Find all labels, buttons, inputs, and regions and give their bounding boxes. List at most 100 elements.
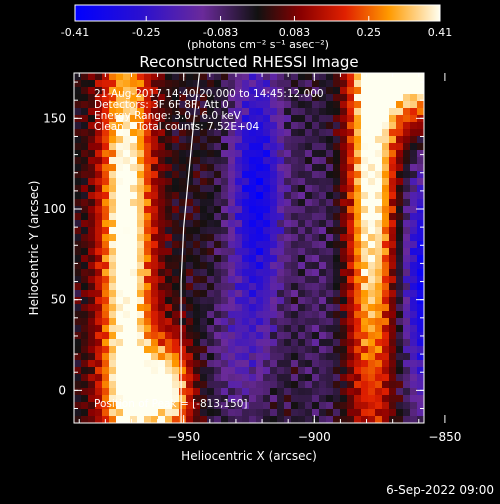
heatmap-cell (410, 234, 418, 242)
heatmap-cell (277, 283, 285, 291)
heatmap-cell (179, 136, 187, 144)
heatmap-cell (81, 157, 89, 165)
heatmap-cell (291, 143, 299, 151)
heatmap-cell (382, 227, 390, 235)
heatmap-cell (319, 283, 327, 291)
heatmap-cell (116, 248, 124, 256)
heatmap-cell (410, 353, 418, 361)
heatmap-cell (228, 115, 236, 123)
heatmap-cell (361, 87, 369, 95)
heatmap-cell (74, 409, 82, 417)
heatmap-cell (235, 388, 243, 396)
heatmap-cell (186, 304, 194, 312)
heatmap-cell (151, 192, 159, 200)
heatmap-cell (172, 227, 180, 235)
heatmap-cell (172, 143, 180, 151)
annotation-energy: Energy Range: 3.0 - 6.0 keV (94, 110, 242, 122)
heatmap-cell (144, 381, 152, 389)
heatmap-cell (361, 374, 369, 382)
heatmap-cell (389, 269, 397, 277)
heatmap-cell (340, 304, 348, 312)
heatmap-cell (123, 94, 131, 102)
heatmap-cell (102, 290, 110, 298)
heatmap-cell (235, 409, 243, 417)
heatmap-cell (333, 227, 341, 235)
heatmap-cell (333, 304, 341, 312)
heatmap-cell (368, 304, 376, 312)
heatmap-cell (130, 339, 138, 347)
heatmap-cell (158, 269, 166, 277)
heatmap-cell (193, 129, 201, 137)
heatmap-cell (347, 297, 355, 305)
heatmap-cell (298, 101, 306, 109)
heatmap-cell (207, 381, 215, 389)
heatmap-cell (256, 185, 264, 193)
heatmap-cell (165, 129, 173, 137)
heatmap-cell (410, 402, 418, 410)
heatmap-cell (277, 269, 285, 277)
heatmap-cell (263, 108, 271, 116)
heatmap-cell (319, 150, 327, 158)
chart-title: Reconstructed RHESSI Image (139, 53, 358, 71)
heatmap-cell (403, 283, 411, 291)
heatmap-cell (256, 178, 264, 186)
heatmap-cell (256, 171, 264, 179)
heatmap-cell (235, 311, 243, 319)
heatmap-cell (165, 325, 173, 333)
heatmap-cell (116, 150, 124, 158)
heatmap-cell (95, 227, 103, 235)
heatmap-cell (242, 227, 250, 235)
heatmap-cell (242, 87, 250, 95)
heatmap-cell (172, 290, 180, 298)
heatmap-cell (417, 80, 424, 88)
heatmap-cell (74, 164, 82, 172)
heatmap-cell (116, 269, 124, 277)
heatmap-cell (88, 94, 96, 102)
heatmap-cell (347, 346, 355, 354)
heatmap-cell (123, 220, 131, 228)
heatmap-cell (396, 129, 404, 137)
heatmap-cell (130, 367, 138, 375)
heatmap-cell (277, 255, 285, 263)
heatmap-cell (284, 178, 292, 186)
heatmap-cell (305, 395, 313, 403)
heatmap-cell (158, 318, 166, 326)
heatmap-cell (382, 283, 390, 291)
heatmap-cell (375, 283, 383, 291)
heatmap-cell (242, 122, 250, 130)
heatmap-cell (333, 255, 341, 263)
heatmap-cell (354, 339, 362, 347)
heatmap-cell (347, 248, 355, 256)
heatmap-cell (375, 339, 383, 347)
heatmap-cell (221, 101, 229, 109)
heatmap-cell (214, 339, 222, 347)
heatmap-cell (172, 87, 180, 95)
heatmap-cell (95, 297, 103, 305)
heatmap-cell (179, 157, 187, 165)
heatmap-cell (193, 164, 201, 172)
heatmap-cell (277, 290, 285, 298)
heatmap-cell (319, 185, 327, 193)
heatmap-cell (165, 248, 173, 256)
heatmap-cell (249, 332, 257, 340)
heatmap-cell (116, 318, 124, 326)
heatmap-cell (277, 185, 285, 193)
heatmap-cell (158, 339, 166, 347)
heatmap-cell (221, 157, 229, 165)
heatmap-cell (207, 178, 215, 186)
heatmap-cell (214, 269, 222, 277)
heatmap-cell (326, 178, 334, 186)
heatmap-cell (109, 388, 117, 396)
heatmap-cell (200, 318, 208, 326)
heatmap-cell (256, 388, 264, 396)
heatmap-cell (347, 122, 355, 130)
heatmap-cell (130, 227, 138, 235)
heatmap-cell (305, 290, 313, 298)
heatmap-cell (347, 381, 355, 389)
heatmap-cell (382, 73, 390, 81)
heatmap-cell (88, 381, 96, 389)
heatmap-cell (375, 304, 383, 312)
heatmap-cell (410, 213, 418, 221)
heatmap-cell (102, 164, 110, 172)
heatmap-cell (137, 122, 145, 130)
